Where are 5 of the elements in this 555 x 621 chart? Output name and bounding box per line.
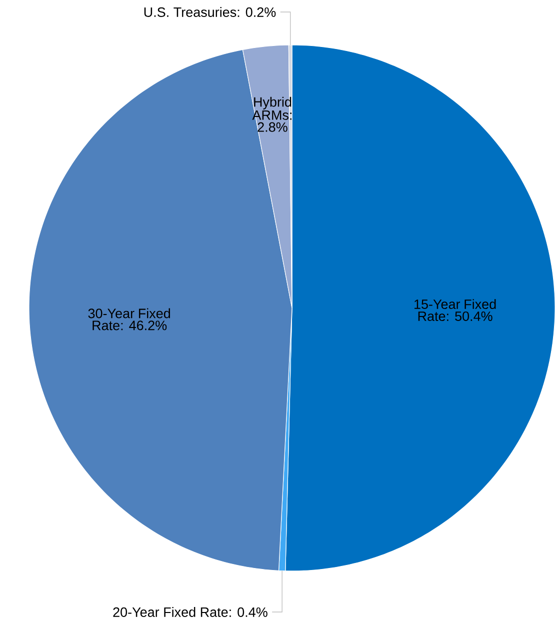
slice-label: U.S. Treasuries: 0.2% xyxy=(144,7,276,17)
slice-label: Hybrid ARMs: 2.8% xyxy=(252,96,292,132)
slice-label: 30-Year Fixed Rate: 46.2% xyxy=(88,308,170,330)
slice-label: 15-Year Fixed Rate: 50.4% xyxy=(414,299,496,321)
slice-label: 20-Year Fixed Rate: 0.4% xyxy=(113,607,268,617)
